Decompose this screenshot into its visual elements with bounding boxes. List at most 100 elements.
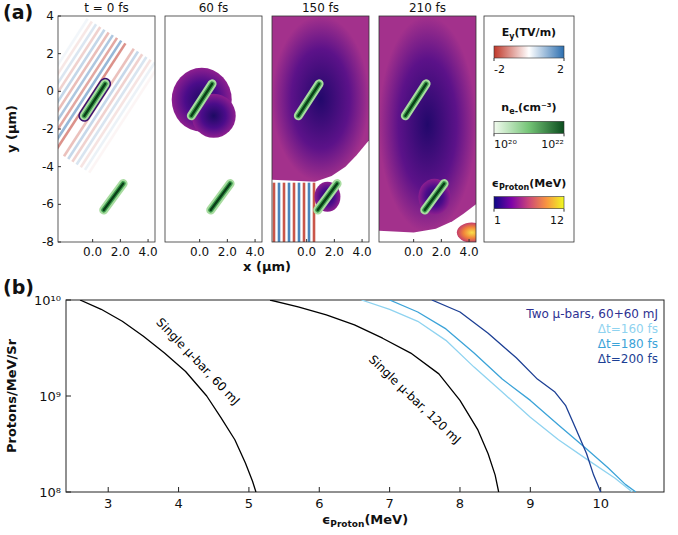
snapshot-title: 60 fs <box>199 1 229 15</box>
micro-bar <box>318 184 337 210</box>
x-tick-label: 8 <box>456 496 464 511</box>
colorbar <box>494 46 564 58</box>
panel-label: (b) <box>3 276 34 298</box>
colorbar-tick <box>494 209 495 212</box>
colorbar-tick-label: 12 <box>550 214 564 227</box>
x-tick-label: 3 <box>104 496 112 511</box>
x-tick-label: 2.0 <box>218 245 237 259</box>
micro-bar-halo <box>318 184 337 210</box>
y-tick <box>58 53 61 54</box>
plot-frame <box>66 300 664 492</box>
colorbar-label-symbol: n <box>501 101 509 114</box>
x-tick-label: 4.0 <box>139 245 158 259</box>
x-tick-label: 6 <box>315 496 323 511</box>
y-axis-title: Protons/MeV/Sr <box>4 338 19 453</box>
series-line <box>361 300 632 492</box>
colorbar-label: ϵProton(MeV) <box>492 177 566 192</box>
x-tick-label: 4.0 <box>246 245 265 259</box>
colorbar-label-unit: (cm⁻³) <box>518 101 557 114</box>
colorbar <box>494 197 564 209</box>
legend-entry: Δt=180 fs <box>598 337 658 351</box>
series-line <box>270 300 499 492</box>
legend-entry: Δt=160 fs <box>598 322 658 336</box>
micro-bar <box>298 84 319 116</box>
x-tick <box>389 487 390 492</box>
x-tick <box>469 239 470 242</box>
snapshot <box>379 16 476 242</box>
x-axis-title: ϵProton(MeV) <box>322 512 408 529</box>
micro-bar-edge <box>298 84 319 116</box>
snapshot-title: 210 fs <box>409 1 446 15</box>
micro-bar-halo <box>84 84 105 116</box>
y-tick <box>66 492 71 493</box>
x-tick <box>459 487 460 492</box>
x-axis-title-symbol: ϵ <box>322 512 330 527</box>
snapshot <box>165 16 262 242</box>
y-tick <box>58 166 61 167</box>
x-tick-label: 0.0 <box>83 245 102 259</box>
proton-cloud <box>314 182 340 212</box>
proton-cloud <box>379 16 476 233</box>
y-tick <box>58 242 61 243</box>
x-tick <box>148 239 149 242</box>
y-tick <box>58 16 61 17</box>
micro-bar <box>84 84 105 116</box>
x-tick-label: 7 <box>385 496 393 511</box>
y-tick <box>58 204 61 205</box>
colorbar-label: Ey(TV/m) <box>502 26 556 41</box>
laser-field <box>81 60 151 168</box>
proton-rim <box>84 84 105 116</box>
snapshot-background <box>272 16 369 242</box>
x-tick <box>413 239 414 242</box>
y-axis-title: y (µm) <box>4 105 19 153</box>
colorbar-tick-label: 2 <box>557 63 564 76</box>
x-tick-label: 4 <box>174 496 182 511</box>
colorbar-label: ne-(cm⁻³) <box>501 101 556 116</box>
micro-bar-edge <box>405 84 426 116</box>
laser-field <box>58 32 109 140</box>
x-tick-label: 4.0 <box>460 245 479 259</box>
x-tick <box>334 239 335 242</box>
series-line <box>432 300 601 492</box>
laser-field <box>298 183 301 242</box>
x-tick <box>255 239 256 242</box>
proton-cloud <box>272 16 369 182</box>
x-tick <box>92 239 93 242</box>
micro-bar-edge <box>191 84 212 116</box>
snapshot-background <box>379 16 476 242</box>
snapshot-frame <box>379 16 476 242</box>
laser-field <box>273 183 276 242</box>
colorbar-tick <box>564 58 565 61</box>
y-tick <box>66 300 71 301</box>
colorbar-tick <box>564 133 565 136</box>
laser-field <box>288 183 291 242</box>
x-tick-label: 4.0 <box>353 245 372 259</box>
micro-bar <box>211 184 230 210</box>
x-axis-title: x (µm) <box>243 259 291 274</box>
micro-bar-halo <box>298 84 319 116</box>
laser-field <box>283 183 286 242</box>
micro-bar <box>405 84 426 116</box>
colorbar-box <box>484 16 574 242</box>
x-tick <box>530 487 531 492</box>
micro-bar-edge <box>318 184 337 210</box>
snapshot-title: 150 fs <box>302 1 339 15</box>
colorbar-tick <box>494 58 495 61</box>
micro-bar-halo <box>104 184 123 210</box>
micro-bar <box>191 84 212 116</box>
micro-bar-edge <box>211 184 230 210</box>
x-tick <box>120 239 121 242</box>
y-tick-label: 10⁸ <box>39 485 61 500</box>
x-tick-label: 0.0 <box>190 245 209 259</box>
series-label: Single µ-bar, 120 mJ <box>366 352 464 447</box>
legend-title: Two µ-bars, 60+60 mJ <box>525 307 658 321</box>
y-tick-label: 4 <box>46 9 54 23</box>
colorbar-label-subscript: e- <box>509 107 518 116</box>
colorbar-label-symbol: ϵ <box>492 177 499 190</box>
x-tick <box>306 239 307 242</box>
snapshot <box>58 16 155 242</box>
y-tick-label: 2 <box>46 47 54 61</box>
y-tick-label: -4 <box>42 160 54 174</box>
panel-label: (a) <box>3 1 33 23</box>
laser-field <box>77 57 147 165</box>
